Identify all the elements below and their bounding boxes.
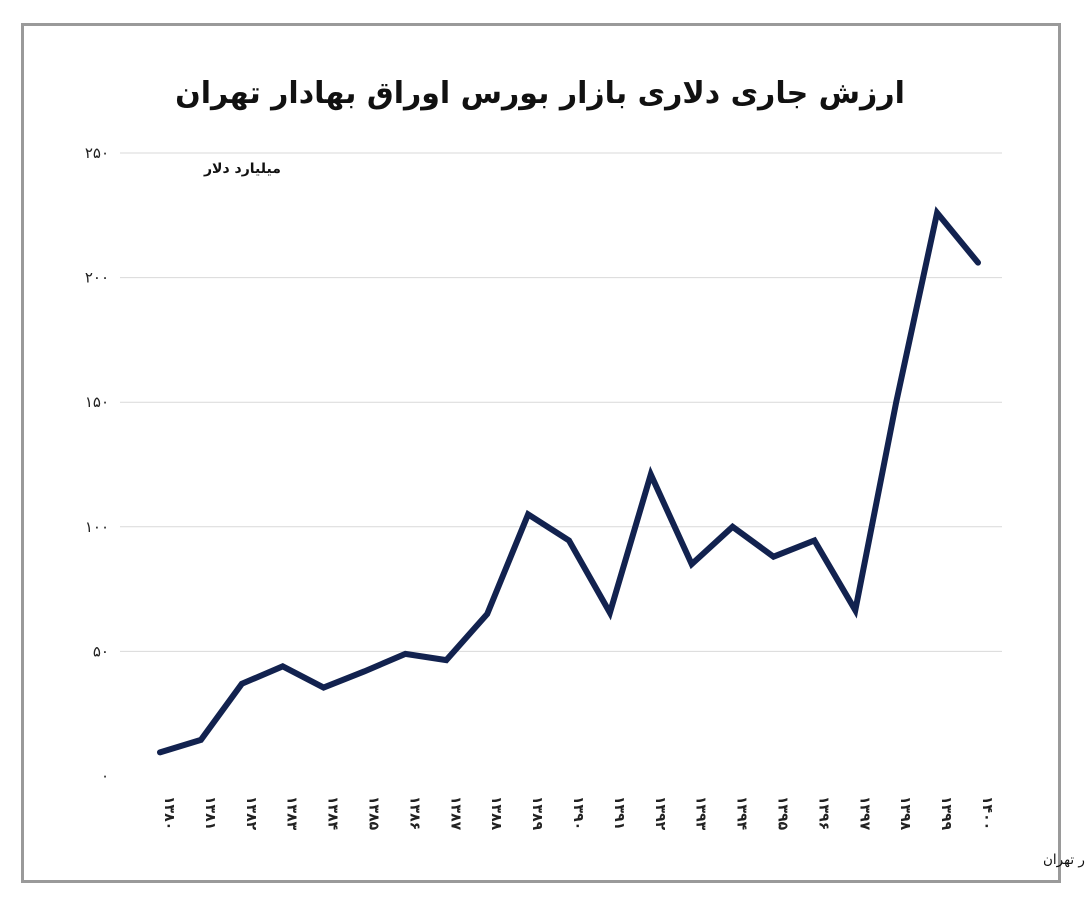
x-tick-label: ۱۴۰۰ [979, 796, 995, 830]
data-point [323, 687, 325, 689]
y-tick-label: ۱۰۰ [85, 518, 109, 536]
data-point [773, 556, 774, 558]
data-point [691, 563, 693, 565]
x-tick-label: ۱۳۸۰ [161, 796, 177, 830]
x-tick-label: ۱۳۹۸ [897, 796, 913, 831]
x-tick-label: ۱۳۹۵ [775, 796, 791, 831]
x-tick-label: ۱۳۸۳ [284, 796, 300, 831]
series-line [157, 206, 981, 756]
x-tick-label: ۱۳۸۴ [325, 796, 341, 831]
x-tick-label: ۱۳۸۸ [488, 796, 504, 831]
data-point [404, 653, 406, 655]
y-tick-label: ۰ [101, 767, 109, 785]
data-point [527, 513, 529, 515]
y-tick-label: ۱۵۰ [85, 393, 109, 411]
data-point [650, 473, 652, 475]
x-tick-label: ۱۳۹۲ [652, 796, 668, 831]
data-point [486, 613, 488, 615]
y-tick-label: ۵۰ [93, 642, 109, 660]
data-point [364, 670, 365, 672]
x-tick-label: ۱۳۸۲ [243, 796, 259, 831]
data-point [159, 751, 161, 753]
x-tick-label: ۱۳۹۰ [570, 796, 586, 830]
data-point [200, 739, 202, 741]
data-point [282, 665, 284, 667]
data-point [732, 526, 734, 528]
y-tick-label: ۲۵۰ [85, 144, 109, 162]
data-point [936, 212, 938, 214]
x-tick-label: ۱۳۸۶ [406, 796, 422, 830]
source-note: تحلیل و استنتاج: احسان سلطانی بر اساس دا… [1043, 852, 1085, 868]
x-tick-label: ۱۳۹۷ [856, 796, 872, 831]
data-point [609, 612, 611, 614]
x-tick-label: ۱۳۸۵ [366, 796, 382, 831]
x-tick-label: ۱۳۹۶ [815, 796, 831, 830]
data-point [568, 540, 570, 542]
data-point [977, 262, 979, 264]
x-tick-label: ۱۳۹۳ [693, 796, 709, 831]
data-point [895, 401, 897, 403]
data-point [813, 540, 815, 542]
chart-title: ارزش جاری دلاری بازار بورس اوراق بهادار … [175, 76, 905, 111]
x-tick-label: ۱۳۸۷ [447, 796, 463, 831]
y-axis-unit-label: میلیارد دلار [203, 161, 281, 177]
data-point [241, 683, 243, 685]
x-tick-label: ۱۳۹۹ [938, 796, 954, 831]
x-tick-label: ۱۳۸۹ [529, 796, 545, 831]
x-tick-label: ۱۳۹۴ [734, 796, 750, 831]
x-tick-label: ۱۳۹۱ [611, 796, 627, 830]
data-point [445, 659, 447, 661]
data-point [854, 609, 856, 611]
y-tick-label: ۲۰۰ [85, 269, 109, 287]
x-tick-label: ۱۳۸۱ [202, 796, 218, 830]
